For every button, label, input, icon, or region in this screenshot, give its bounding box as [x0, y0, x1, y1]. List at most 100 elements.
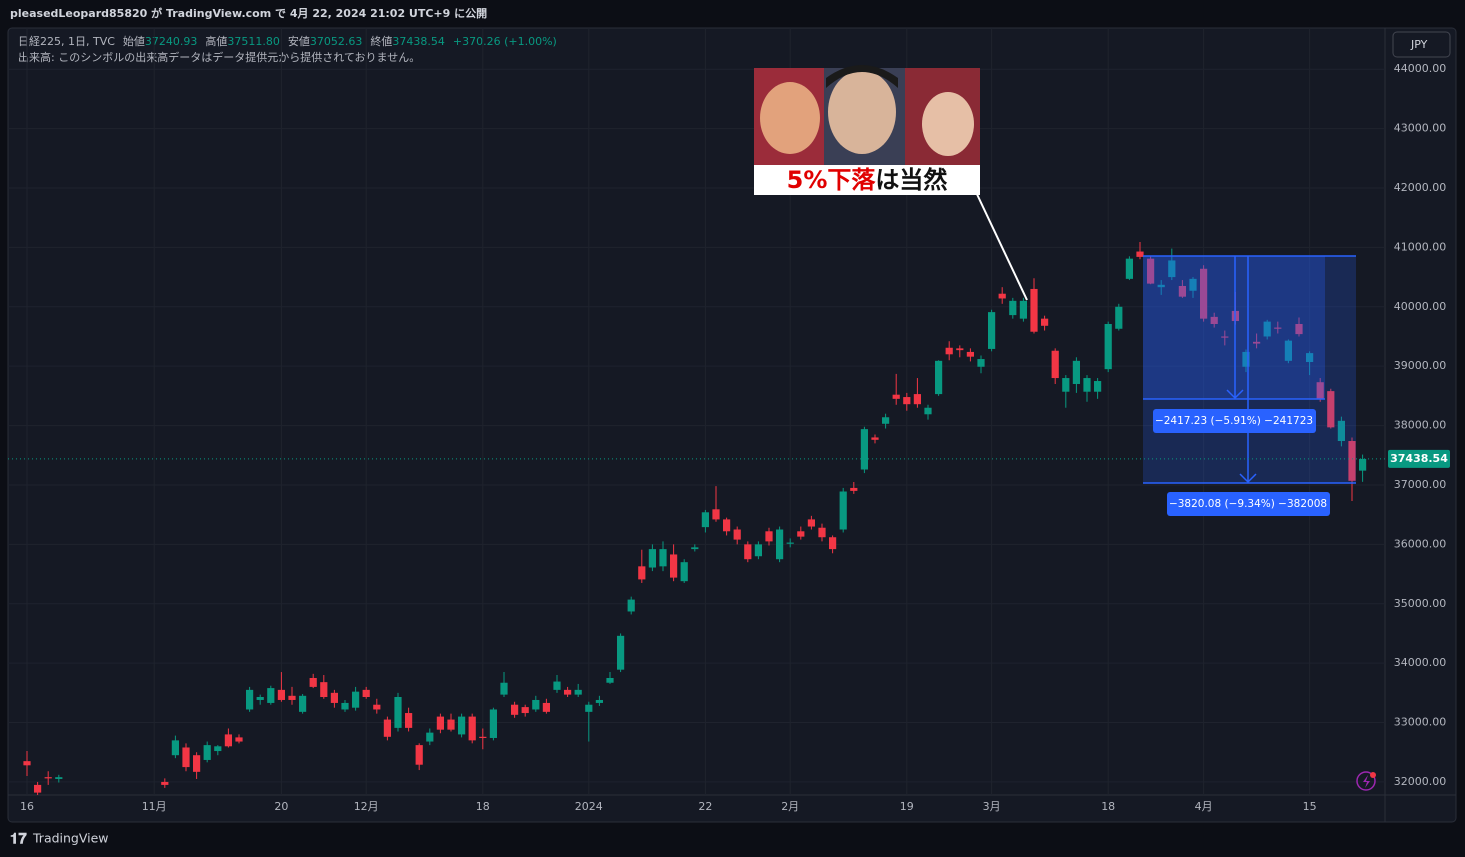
currency-label[interactable]: JPY [1410, 38, 1428, 51]
candle-body [1327, 391, 1335, 428]
candle-body [860, 429, 868, 470]
candle-body [341, 702, 349, 710]
candle-body [171, 740, 179, 756]
x-tick-label: 15 [1303, 800, 1317, 813]
y-tick-label: 35000.00 [1394, 597, 1447, 610]
candle-body [44, 777, 52, 779]
candle-body [924, 407, 932, 415]
caption-band [754, 165, 980, 195]
candle-body [839, 491, 847, 530]
alert-icon[interactable] [1356, 771, 1376, 791]
candle-body [659, 549, 667, 567]
brand-name: TradingView [32, 831, 109, 846]
candle-body [1274, 327, 1282, 329]
measure-label: −3820.08 (−9.34%) −382008 [1169, 498, 1327, 510]
low-value: 37052.63 [310, 35, 363, 48]
candle-body [489, 709, 497, 738]
candle-body [1072, 360, 1080, 384]
candle-body [829, 537, 837, 550]
candle-body [903, 397, 911, 405]
candle-body [447, 719, 455, 730]
measure-tool: −2417.23 (−5.91%) −241723 −3820.08 (−9.3… [1143, 255, 1356, 516]
candle-body [585, 704, 593, 712]
candle-body [638, 566, 646, 580]
last-price-box [1388, 449, 1450, 468]
currency-button[interactable] [1392, 31, 1451, 58]
candle-body [532, 699, 540, 710]
candle-body [479, 736, 487, 738]
candle-body [1253, 341, 1261, 344]
candle-body [383, 719, 391, 737]
candle-body [161, 781, 169, 785]
measure-box-2 [1167, 492, 1330, 516]
candle-body [1359, 458, 1367, 471]
candle-body [1041, 318, 1049, 326]
caption: 5%下落は当然 [787, 166, 948, 194]
alert-dot [1370, 772, 1376, 778]
candle-body [1104, 324, 1112, 370]
candle-body [712, 509, 720, 520]
candle-body [966, 351, 974, 357]
candle-body [1136, 251, 1144, 257]
candle-body [1094, 381, 1102, 392]
candle-body [320, 682, 328, 697]
close-label: 終値 [370, 34, 392, 48]
candle-body [935, 360, 943, 395]
volume-note: 出来高: このシンボルの出来高データはデータ提供元から提供されておりません。 [18, 50, 420, 64]
y-tick-label: 42000.00 [1394, 181, 1447, 194]
candle-body [627, 599, 635, 612]
candle-body [436, 716, 444, 730]
candle-body [34, 784, 42, 793]
y-tick-label: 34000.00 [1394, 656, 1447, 669]
x-tick-label: 20 [274, 800, 288, 813]
brand-logo: 𝟏𝟕 [10, 830, 27, 848]
measure-arrows [1226, 256, 1257, 484]
x-tick-label: 22 [698, 800, 712, 813]
candle-body [23, 761, 31, 766]
candle-body [765, 531, 773, 542]
candle-body [542, 702, 550, 712]
candle-body [1083, 378, 1091, 392]
close-value: 37438.54 [392, 35, 445, 48]
candle-body [807, 519, 815, 527]
grid [8, 28, 1385, 795]
candle-body [458, 716, 466, 735]
candle-body [1295, 324, 1303, 335]
alert-icon-bolt [1363, 775, 1370, 788]
candle-body [182, 747, 190, 768]
y-tick-label: 44000.00 [1394, 62, 1447, 75]
x-tick-label: 18 [1101, 800, 1115, 813]
candle-body [405, 713, 413, 728]
candle-body [267, 688, 275, 703]
candle-body [680, 562, 688, 582]
candle-body [786, 542, 794, 544]
x-tick-label: 11月 [142, 800, 167, 813]
candle-body [691, 547, 699, 550]
candle-body [871, 437, 879, 440]
candle-body [1115, 306, 1123, 329]
candle-body [277, 689, 285, 700]
candle-body [595, 699, 603, 703]
x-tick-label: 2月 [781, 800, 799, 813]
candle-body [1062, 378, 1070, 392]
candle-body [956, 348, 964, 351]
y-tick-label: 33000.00 [1394, 716, 1447, 729]
candle-body [1019, 300, 1027, 319]
candle-body [1125, 258, 1133, 279]
candle-body [521, 707, 529, 714]
candle-body [1221, 336, 1229, 338]
chart-panel [7, 27, 1457, 823]
x-tick-label: 19 [900, 800, 914, 813]
candle-body [977, 359, 985, 367]
candle-body [945, 347, 953, 355]
x-tick-label: 18 [476, 800, 490, 813]
candle-body [670, 554, 678, 578]
candle-body [574, 689, 582, 695]
measure-area-inner [1143, 256, 1325, 399]
candle-body [468, 716, 476, 741]
candle-body [913, 394, 921, 405]
y-tick-label: 32000.00 [1394, 775, 1447, 788]
x-tick-label: 4月 [1195, 800, 1213, 813]
candle-body [1147, 258, 1155, 284]
